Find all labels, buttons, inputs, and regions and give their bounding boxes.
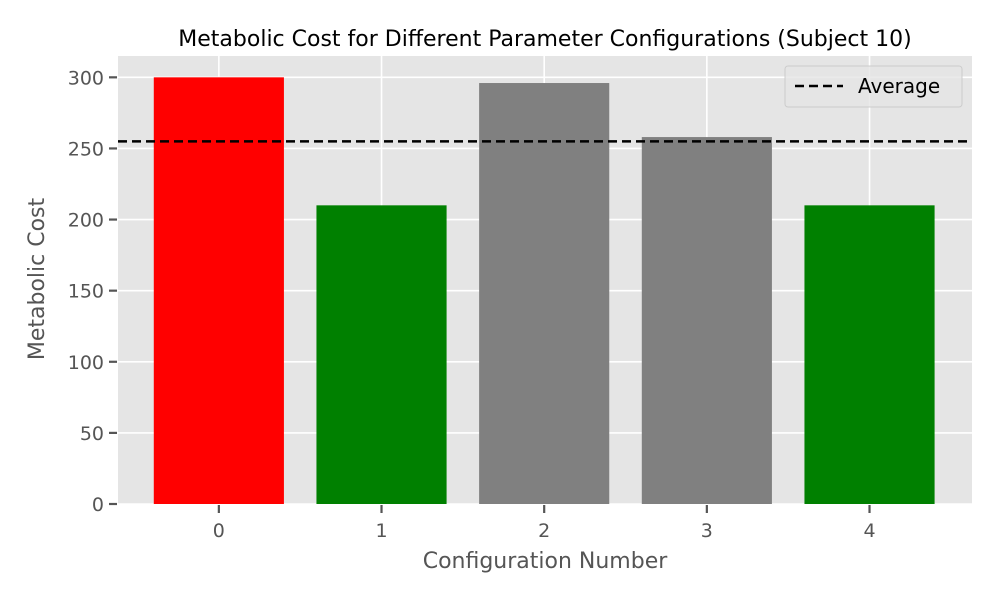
bar-config-4	[804, 205, 935, 505]
x-tick-label: 2	[538, 520, 550, 542]
chart-title: Metabolic Cost for Different Parameter C…	[178, 27, 911, 52]
bar-config-2	[479, 83, 610, 505]
x-axis-ticks: 0 1 2 3 4	[213, 505, 876, 542]
x-axis-label: Configuration Number	[423, 549, 669, 574]
bar-config-0	[153, 77, 284, 504]
y-tick-label: 50	[80, 423, 104, 445]
legend-label-average: Average	[858, 74, 940, 98]
x-tick-label: 3	[701, 520, 713, 542]
x-tick-label: 1	[375, 520, 387, 542]
y-axis-ticks: 0 50 100 150 200 250 300	[68, 67, 117, 516]
y-tick-label: 0	[92, 494, 104, 516]
bar-config-1	[316, 205, 447, 505]
y-tick-label: 150	[68, 281, 104, 303]
bars	[153, 77, 935, 505]
legend: Average	[784, 65, 963, 108]
y-tick-label: 200	[68, 210, 104, 232]
y-tick-label: 100	[68, 352, 104, 374]
bar-config-3	[641, 137, 772, 505]
y-tick-label: 250	[68, 138, 104, 160]
y-axis-label: Metabolic Cost	[25, 197, 50, 360]
legend-box	[784, 65, 963, 108]
x-tick-label: 4	[863, 520, 875, 542]
y-tick-label: 300	[68, 67, 104, 89]
x-tick-label: 0	[213, 520, 225, 542]
